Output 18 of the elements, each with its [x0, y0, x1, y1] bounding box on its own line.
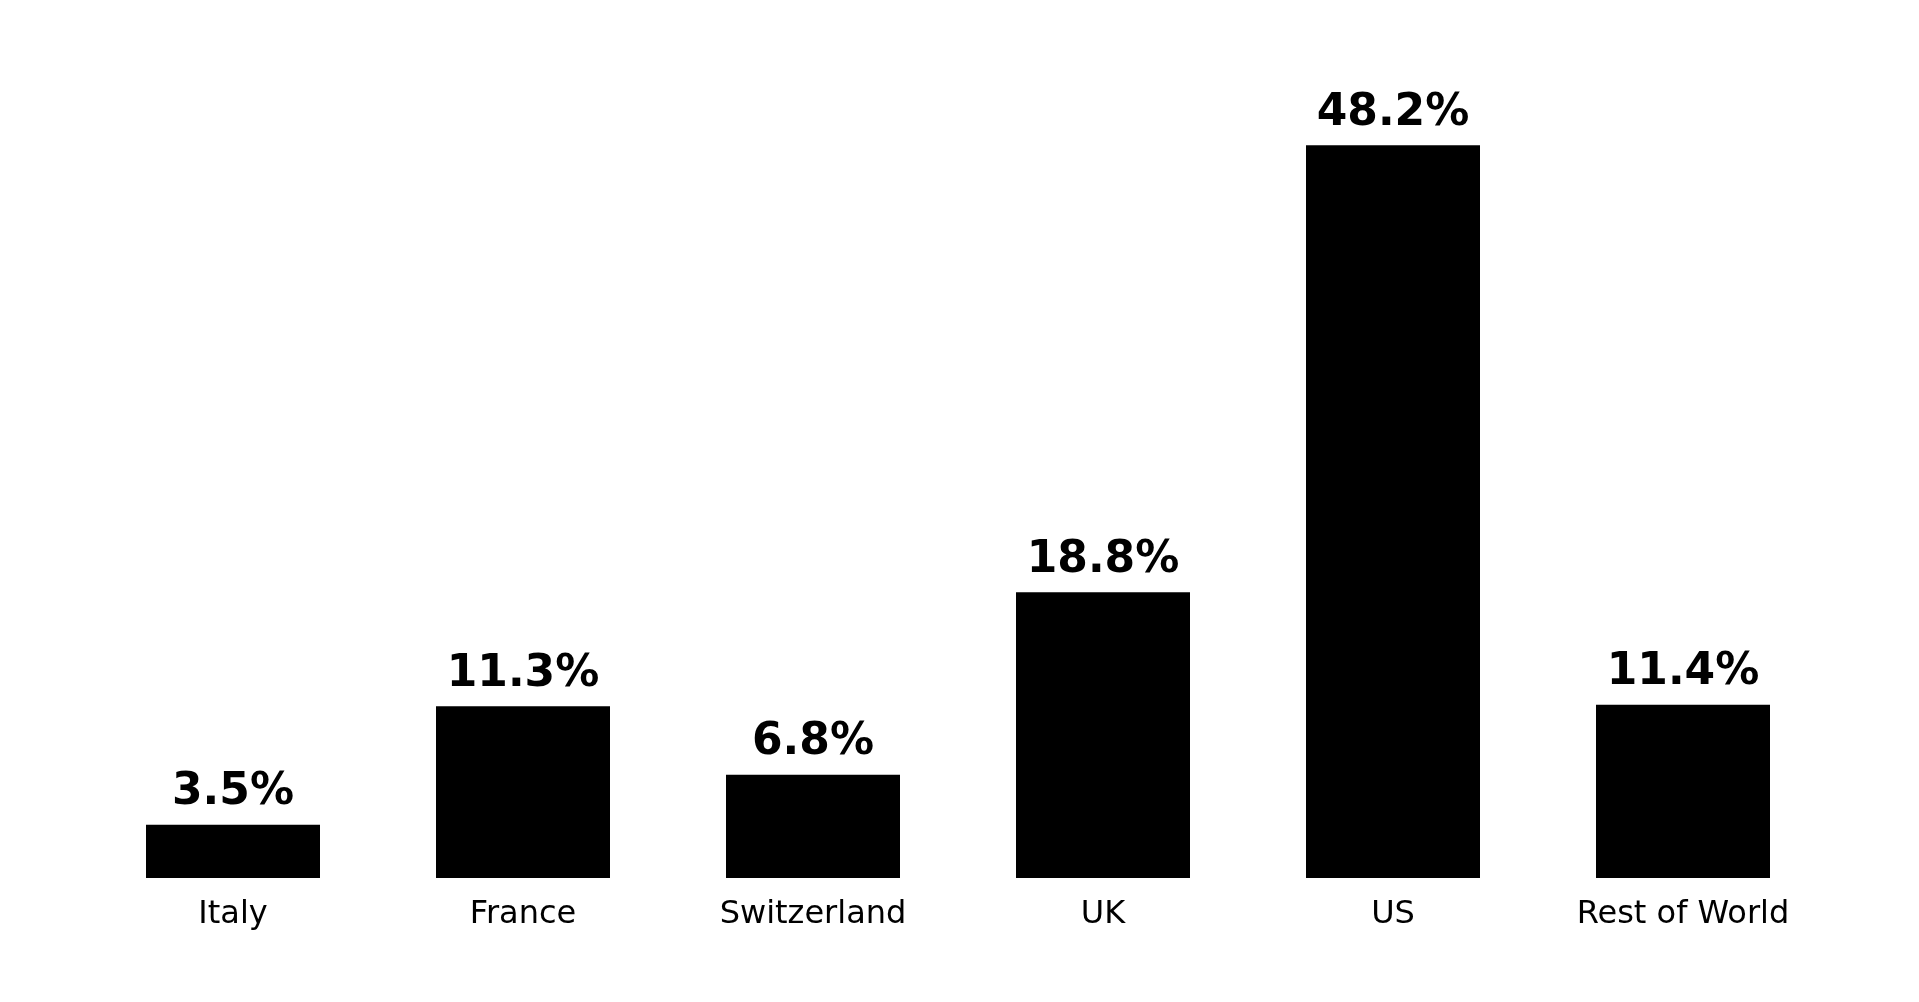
data-label: 48.2%: [1316, 83, 1470, 135]
bar: [1306, 145, 1480, 878]
bar: [1016, 592, 1190, 878]
x-tick-label: France: [469, 893, 577, 931]
data-label: 11.3%: [446, 644, 600, 696]
data-label: 6.8%: [751, 713, 875, 765]
x-tick-label: UK: [1080, 893, 1127, 931]
x-tick-label: Italy: [198, 893, 268, 931]
bar: [726, 774, 900, 878]
data-label: 18.8%: [1026, 530, 1180, 582]
bar: [146, 824, 320, 878]
x-tick-label: Rest of World: [1576, 893, 1790, 931]
data-label: 11.4%: [1606, 643, 1760, 695]
x-tick-label: Switzerland: [719, 893, 907, 931]
x-tick-label: US: [1371, 893, 1415, 931]
data-label: 3.5%: [171, 763, 295, 815]
bar: [436, 706, 610, 878]
bar: [1596, 704, 1770, 878]
